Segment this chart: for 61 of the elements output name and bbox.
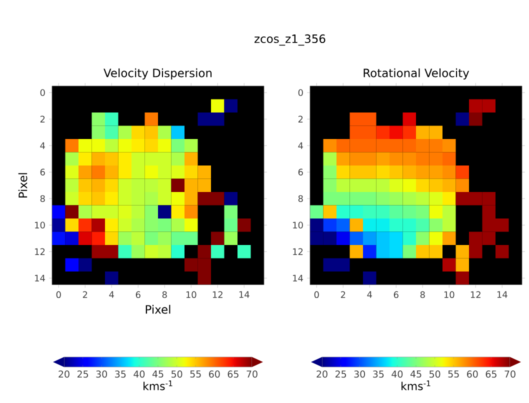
color-bar-label: 60: [467, 370, 478, 378]
color-bar-label: 40: [392, 370, 403, 378]
y-tick-label: 6: [40, 168, 45, 176]
color-bar-label: 25: [335, 370, 346, 378]
color-bar-label: 20: [316, 370, 328, 378]
color-bar-label: 70: [504, 370, 516, 378]
color-bar-label: 35: [115, 370, 126, 378]
x-tick-label: 4: [109, 291, 114, 298]
color-bar-label: 70: [246, 370, 258, 378]
x-tick-label: 12: [212, 291, 222, 298]
color-bar-label: 25: [77, 370, 88, 378]
y-tick-label: 4: [298, 142, 303, 149]
x-tick-label: 4: [367, 291, 372, 298]
x-axis-title: Pixel: [146, 304, 170, 314]
y-tick-label: 2: [298, 116, 303, 122]
color-bar-label: 35: [373, 370, 384, 378]
text: zcos_z1_356: [254, 34, 326, 46]
x-tick-label: 0: [314, 291, 319, 298]
color-bar-label: 60: [209, 370, 220, 378]
color-bar-label: 65: [486, 370, 496, 378]
color-bar-label: 65: [228, 370, 238, 378]
y-tick-label: 10: [35, 222, 45, 229]
y-axis-title: Pixel: [18, 173, 28, 198]
x-tick-label: 14: [497, 291, 508, 298]
color-bar-title: kms$^{-1}$: [144, 380, 172, 390]
y-tick-label: 0: [298, 89, 303, 96]
x-tick-label: 10: [186, 291, 196, 298]
chart-title: Rotational Velocity: [364, 68, 470, 80]
x-tick-label: 12: [470, 291, 480, 298]
color-bar-label: 55: [448, 370, 459, 378]
y-tick-label: 14: [35, 274, 45, 282]
color-bar-label: 30: [354, 370, 365, 378]
color-bar-label: 50: [430, 370, 440, 378]
y-tick-label: 0: [40, 89, 45, 96]
color-bar-label: 55: [190, 370, 201, 378]
color-bar-label: 45: [152, 370, 164, 378]
color-bar-title: kms$^{-1}$: [402, 380, 430, 390]
color-bar-label: 50: [172, 370, 182, 378]
x-tick-label: 0: [56, 291, 61, 298]
x-tick-label: 2: [340, 291, 346, 298]
x-tick-label: 10: [444, 291, 454, 298]
y-tick-label: 12: [293, 248, 303, 255]
x-tick-label: 2: [82, 291, 88, 298]
color-bar-label: 40: [134, 370, 145, 378]
x-tick-label: 6: [136, 291, 140, 298]
color-bar-label: 30: [96, 370, 107, 378]
y-tick-label: 10: [293, 222, 303, 229]
x-tick-label: 14: [239, 291, 250, 298]
y-tick-label: 12: [35, 248, 45, 255]
color-bar-label: 45: [410, 370, 422, 378]
y-tick-label: 14: [293, 274, 303, 282]
y-tick-label: 8: [40, 195, 45, 202]
y-tick-label: 4: [40, 142, 45, 149]
chart-title: Velocity Dispersion: [104, 68, 212, 80]
x-tick-label: 8: [420, 291, 425, 298]
y-tick-label: 8: [298, 195, 303, 202]
x-tick-label: 8: [162, 291, 167, 298]
y-tick-label: 2: [40, 116, 45, 122]
color-bar-label: 20: [58, 370, 70, 378]
y-tick-label: 6: [298, 168, 303, 176]
x-tick-label: 6: [394, 291, 398, 298]
